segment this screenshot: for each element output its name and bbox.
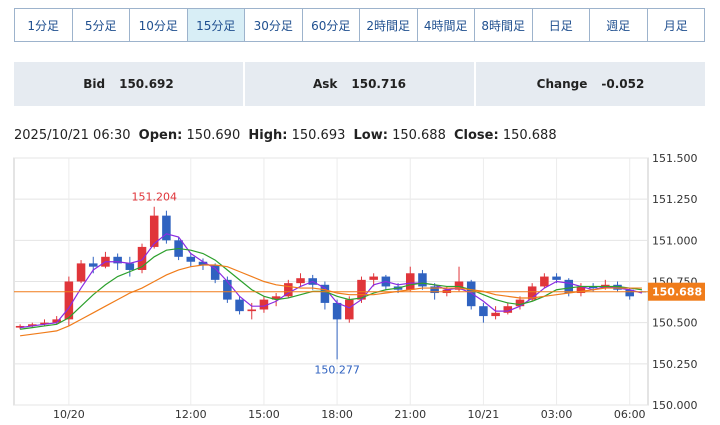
candle-body — [540, 276, 549, 287]
high-label: High: — [248, 128, 288, 143]
timeframe-tab[interactable]: 10分足 — [130, 9, 188, 41]
candle-body — [503, 306, 513, 313]
candle-body — [527, 286, 537, 300]
candle-body — [88, 263, 98, 267]
quote-bar: Bid 150.692 Ask 150.716 Change -0.052 — [14, 62, 705, 106]
candle-body — [357, 279, 366, 300]
bid-label: Bid — [83, 77, 106, 91]
low-label: Low: — [353, 128, 388, 143]
candle-body — [284, 283, 293, 297]
candle-body — [235, 299, 244, 312]
ask-label: Ask — [312, 77, 338, 91]
y-tick-label: 151.500 — [652, 152, 698, 165]
x-tick-label: 10/21 — [468, 408, 500, 421]
close-value: 150.688 — [502, 128, 557, 143]
candle-body — [345, 299, 354, 320]
x-tick-label: 10/20 — [53, 408, 85, 421]
timeframe-tab[interactable]: 日足 — [532, 9, 590, 41]
timeframe-tab[interactable]: 月足 — [647, 9, 704, 41]
candle-body — [405, 273, 415, 290]
bid-cell: Bid 150.692 — [14, 62, 243, 106]
timeframe-tab[interactable]: 5分足 — [72, 9, 130, 41]
candle-body — [564, 279, 574, 294]
close-label: Close: — [454, 128, 499, 143]
candle-body — [588, 286, 598, 289]
ohlc-time: 2025/10/21 06:30 — [14, 128, 131, 143]
candle-body — [418, 273, 427, 287]
candle-body — [552, 276, 561, 280]
low-annotation: 150.277 — [314, 363, 360, 376]
change-label: Change — [536, 77, 588, 91]
x-tick-label: 12:00 — [175, 408, 207, 421]
candle-body — [210, 265, 220, 280]
candle-body — [125, 263, 135, 270]
candle-body — [52, 319, 61, 323]
candle-body — [259, 299, 269, 310]
x-tick-label: 21:00 — [394, 408, 426, 421]
ask-cell: Ask 150.716 — [245, 62, 474, 106]
moving-average — [20, 247, 642, 330]
x-tick-label: 06:00 — [614, 408, 646, 421]
y-tick-label: 150.500 — [652, 317, 698, 330]
y-tick-label: 150.250 — [652, 358, 698, 371]
timeframe-tab[interactable]: 2時間足 — [360, 9, 418, 41]
x-tick-label: 15:00 — [248, 408, 280, 421]
candle-body — [40, 322, 49, 325]
timeframe-tab[interactable]: 15分足 — [187, 9, 245, 41]
candle-body — [64, 281, 74, 320]
candle-body — [223, 279, 232, 300]
timeframe-tab[interactable]: 1分足 — [15, 9, 73, 41]
open-value: 150.690 — [186, 128, 241, 143]
y-tick-label: 151.250 — [652, 193, 698, 206]
low-value: 150.688 — [392, 128, 446, 143]
timeframe-tab[interactable]: 30分足 — [245, 9, 303, 41]
candle-body — [454, 281, 464, 290]
candle-body — [271, 296, 281, 300]
candle-body — [149, 215, 159, 247]
ohlc-line: 2025/10/21 06:30 Open: 150.690 High: 150… — [14, 128, 561, 143]
candle-body — [296, 278, 305, 284]
timeframe-tab[interactable]: 週足 — [590, 9, 648, 41]
open-label: Open: — [138, 128, 183, 143]
timeframe-tab[interactable]: 8時間足 — [475, 9, 533, 41]
chart: 150.000150.250150.500150.750151.000151.2… — [13, 152, 705, 421]
x-tick-label: 18:00 — [321, 408, 353, 421]
x-tick-label: 03:00 — [541, 408, 573, 421]
candle-body — [479, 306, 488, 317]
change-cell: Change -0.052 — [476, 62, 705, 106]
candle-body — [515, 299, 525, 307]
last-price-label: 150.688 — [652, 286, 702, 299]
bid-value: 150.692 — [119, 77, 174, 91]
candle-body — [28, 324, 37, 326]
timeframe-tabs: 1分足 5分足 10分足 15分足 30分足 60分足 2時間足 4時間足 8時間足 日足 週足 月足 — [14, 8, 705, 42]
candle-body — [198, 261, 208, 266]
candle-body — [576, 286, 586, 294]
y-tick-label: 151.000 — [652, 234, 698, 247]
candle-body — [320, 284, 330, 303]
candle-body — [332, 302, 342, 320]
candle-body — [369, 276, 378, 280]
candle-body — [76, 263, 86, 282]
ask-value: 150.716 — [351, 77, 407, 91]
candle-body — [613, 284, 622, 290]
high-annotation: 151.204 — [131, 191, 177, 204]
candle-body — [137, 246, 147, 270]
y-tick-label: 150.000 — [652, 399, 698, 412]
candle-body — [113, 256, 122, 264]
candle-body — [247, 309, 257, 312]
moving-average — [20, 233, 643, 329]
candle-body — [430, 286, 439, 294]
candle-body — [466, 281, 476, 307]
last-price-box — [648, 282, 705, 301]
high-value: 150.693 — [291, 128, 346, 143]
timeframe-tab[interactable]: 60分足 — [302, 9, 360, 41]
candle-body — [625, 289, 634, 297]
candle-body — [15, 325, 25, 328]
candle-body — [186, 256, 196, 262]
timeframe-tab[interactable]: 4時間足 — [417, 9, 475, 41]
candle-body — [491, 312, 500, 317]
candle-body — [162, 215, 171, 241]
change-value: -0.052 — [601, 77, 645, 91]
